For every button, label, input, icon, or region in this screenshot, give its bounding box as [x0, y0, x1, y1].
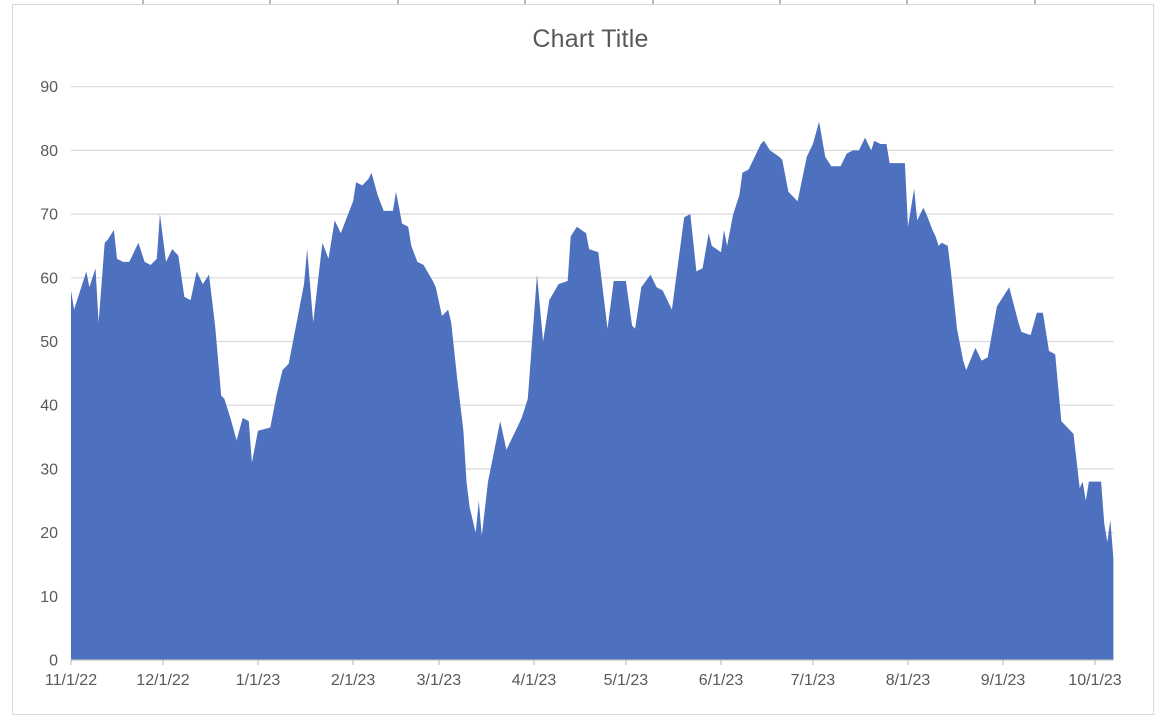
column-gridline-mark — [651, 0, 654, 4]
y-tick-label: 90 — [40, 79, 58, 96]
column-gridline-mark — [524, 0, 527, 4]
column-gridline-mark — [142, 0, 144, 4]
x-tick-label: 12/1/22 — [136, 672, 189, 689]
x-tick-label: 10/1/23 — [1068, 672, 1121, 689]
y-tick-label: 0 — [49, 653, 58, 670]
area-series — [71, 121, 1114, 660]
x-tick-label: 8/1/23 — [886, 672, 931, 689]
chart-title[interactable]: Chart Title — [532, 25, 649, 53]
y-tick-label: 40 — [40, 398, 58, 415]
y-tick-label: 30 — [40, 461, 58, 478]
x-tick-label: 4/1/23 — [512, 672, 557, 689]
x-tick-label: 3/1/23 — [417, 672, 462, 689]
x-tick-label: 9/1/23 — [981, 672, 1026, 689]
x-tick-label: 7/1/23 — [791, 672, 836, 689]
y-tick-label: 10 — [40, 589, 58, 606]
x-tick-label: 2/1/23 — [331, 672, 376, 689]
x-tick-label: 11/1/22 — [45, 672, 97, 689]
y-tick-label: 50 — [40, 334, 58, 351]
y-tick-label: 70 — [40, 207, 58, 224]
column-gridline-mark — [906, 0, 909, 4]
column-gridline-mark — [269, 0, 272, 4]
y-tick-label: 20 — [40, 525, 58, 542]
column-gridline-mark — [1033, 0, 1036, 4]
x-tick-label: 1/1/23 — [236, 672, 281, 689]
y-tick-label: 60 — [40, 270, 58, 287]
y-tick-label: 80 — [40, 143, 58, 160]
x-tick-label: 6/1/23 — [699, 672, 744, 689]
column-gridline-mark — [779, 0, 781, 4]
column-gridline-mark — [396, 0, 399, 4]
x-tick-label: 5/1/23 — [604, 672, 649, 689]
